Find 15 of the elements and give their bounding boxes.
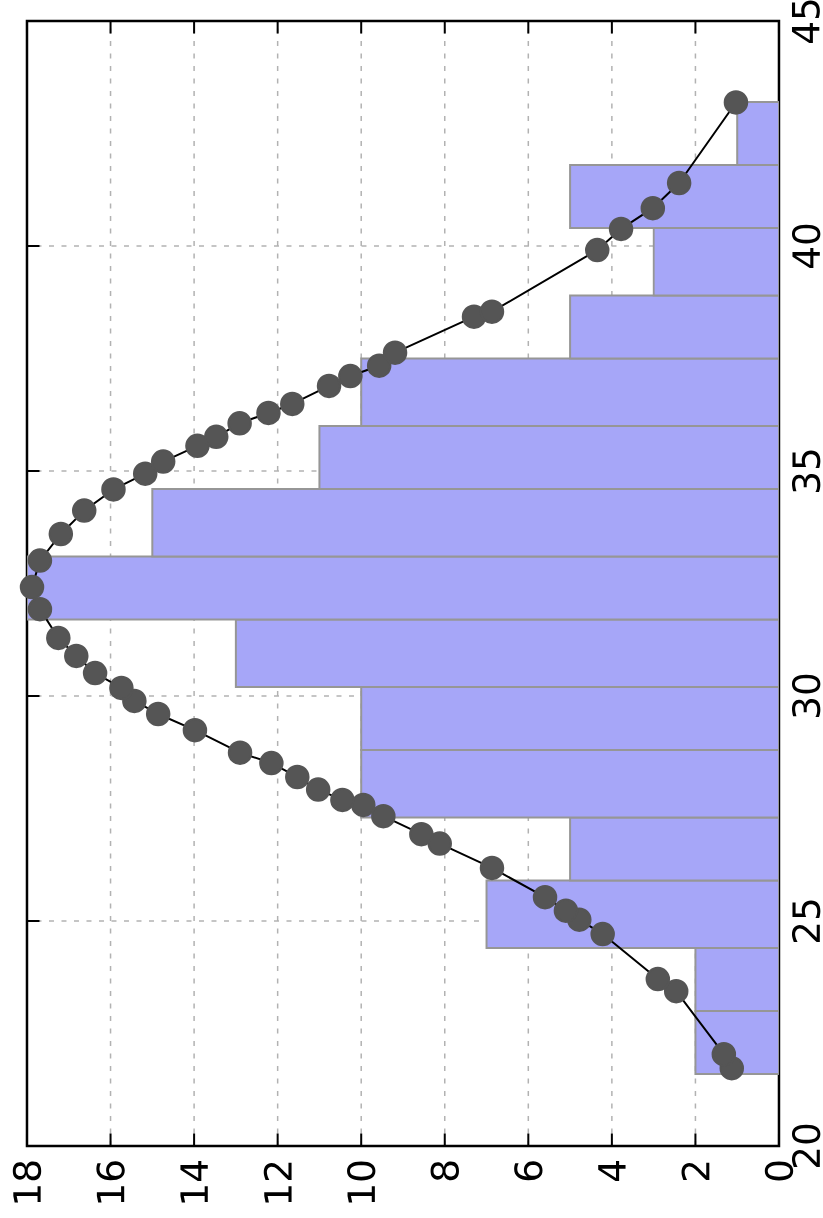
x-tick-label: 6 xyxy=(514,1161,543,1181)
x-tick-label: 10 xyxy=(347,1161,376,1203)
y-tick-label: 35 xyxy=(791,450,821,492)
y-tick-label: 45 xyxy=(791,0,820,44)
x-tick-label: 12 xyxy=(263,1162,292,1203)
x-tick-label: 8 xyxy=(430,1161,459,1181)
x-tick-label: 14 xyxy=(180,1161,208,1203)
x-tick-label: 4 xyxy=(598,1161,626,1182)
y-tick-label: 25 xyxy=(791,900,821,943)
x-tick-label: 2 xyxy=(681,1162,710,1181)
y-tick-label: 40 xyxy=(791,224,821,269)
x-tick-label: 16 xyxy=(96,1161,125,1203)
x-tick-label: 0 xyxy=(764,1161,794,1181)
y-tick-label: 30 xyxy=(791,674,821,717)
x-tick-label: 18 xyxy=(12,1161,42,1203)
